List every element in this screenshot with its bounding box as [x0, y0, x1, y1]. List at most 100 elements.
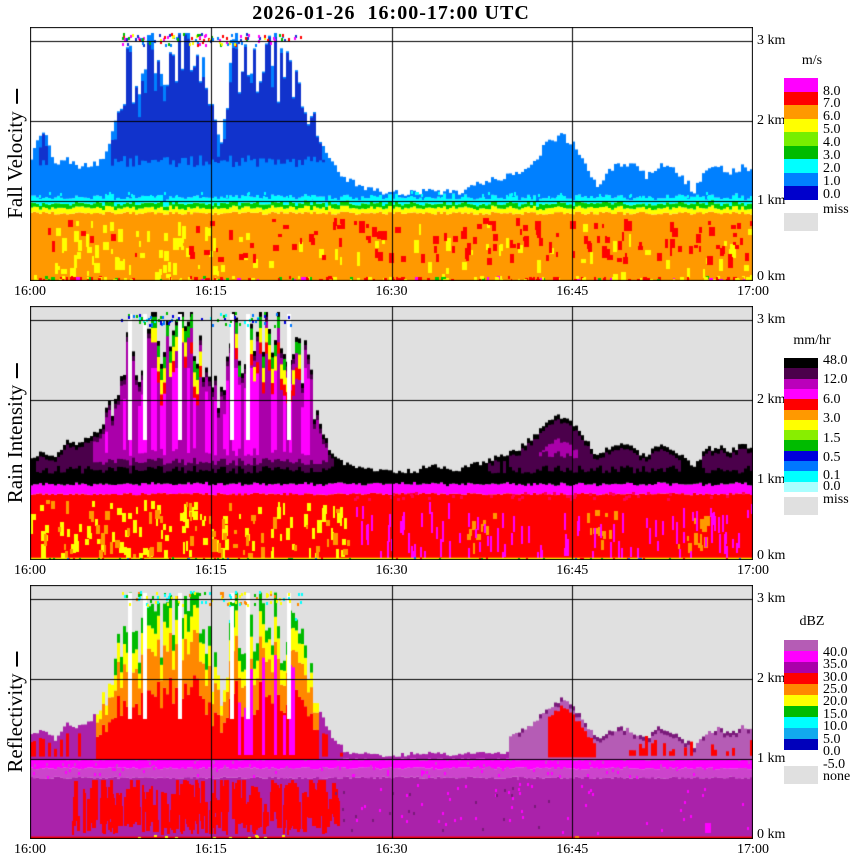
- x-tick-label: 16:45: [556, 284, 589, 299]
- legend-value-label: 0.0: [823, 479, 841, 494]
- legend-value-label: 6.0: [823, 109, 841, 125]
- x-tick-label: 16:15: [194, 563, 227, 578]
- legend-unit-label: dBZ: [799, 614, 825, 629]
- legend-value-label: 1.0: [823, 173, 841, 189]
- axis-label-bar: [16, 89, 19, 105]
- y-axis-label-fall-velocity: Fall Velocity: [3, 89, 28, 219]
- reflectivity-heatmap: [30, 585, 753, 839]
- km-tick-label: 1 km: [757, 472, 786, 487]
- legend-color-swatch: [784, 471, 818, 482]
- legend-color-swatch: [784, 450, 818, 462]
- legend-color-swatch: [784, 132, 818, 146]
- legend-color-swatch: [784, 461, 818, 472]
- km-tick-label: 3 km: [757, 591, 786, 606]
- x-tick-label: 16:00: [14, 284, 46, 299]
- legend-value-label: 5.0: [823, 122, 841, 138]
- y-axis-label-rain-intensity: Rain Intensity: [3, 362, 28, 504]
- legend-value-label: 40.0: [823, 644, 848, 660]
- km-tick-label: 1 km: [757, 751, 786, 766]
- legend-color-swatch: [784, 651, 818, 662]
- x-tick-label: 16:45: [556, 563, 589, 578]
- legend-color-swatch: [784, 440, 818, 451]
- x-tick-label: 16:15: [194, 842, 227, 857]
- legend-miss-label: miss: [823, 492, 849, 507]
- legend-value-label: 25.0: [823, 681, 848, 697]
- y-axis-label-text: Reflectivity: [3, 673, 27, 773]
- legend-value-label: 2.0: [823, 160, 841, 176]
- fall-velocity-heatmap: [30, 27, 753, 281]
- legend-color-swatch: [784, 739, 818, 750]
- x-tick-label: 17:00: [737, 284, 769, 299]
- legend-unit-label: m/s: [801, 53, 823, 68]
- km-tick-label: 1 km: [757, 193, 786, 208]
- legend-color-swatch: [784, 159, 818, 173]
- legend-color-swatch: [784, 378, 818, 389]
- x-tick-label: 16:30: [375, 563, 408, 578]
- x-tick-label: 17:00: [737, 842, 769, 857]
- legend-color-swatch: [784, 673, 818, 684]
- km-tick-label: 2 km: [757, 113, 786, 128]
- axis-label-bar: [16, 362, 19, 378]
- legend-value-label: 4.0: [823, 135, 841, 151]
- x-tick-label: 16:00: [14, 842, 46, 857]
- legend-color-swatch: [784, 419, 818, 431]
- legend-value-label: 8.0: [823, 83, 841, 99]
- legend-color-swatch: [784, 78, 818, 92]
- legend-value-label: 15.0: [823, 706, 848, 722]
- legend-color-swatch: [784, 118, 818, 132]
- km-tick-label: 2 km: [757, 671, 786, 686]
- legend-value-label: -5.0: [823, 756, 846, 772]
- x-tick-label: 16:00: [14, 563, 46, 578]
- legend-color-swatch: [784, 430, 818, 441]
- km-tick-label: 3 km: [757, 33, 786, 48]
- legend-miss-label: miss: [823, 202, 849, 217]
- x-tick-label: 16:30: [375, 842, 408, 857]
- legend-value-label: 6.0: [823, 391, 841, 407]
- legend-color-swatch: [784, 368, 818, 379]
- x-tick-label: 17:00: [737, 563, 769, 578]
- legend-value-label: 0.1: [823, 468, 841, 483]
- legend-value-label: 5.0: [823, 731, 841, 747]
- legend-value-label: 35.0: [823, 657, 848, 673]
- legend-color-swatch: [784, 145, 818, 159]
- legend-color-swatch: [784, 409, 818, 420]
- legend-color-swatch: [784, 91, 818, 105]
- legend-value-label: 10.0: [823, 719, 848, 735]
- legend-color-swatch: [784, 662, 818, 673]
- y-axis-label-text: Rain Intensity: [3, 384, 27, 504]
- legend-color-swatch: [784, 640, 818, 651]
- legend-color-swatch: [784, 728, 818, 739]
- legend-value-label: 12.0: [823, 372, 848, 388]
- km-tick-label: 0 km: [757, 548, 786, 563]
- legend-miss-swatch: [784, 497, 818, 515]
- legend-value-label: 7.0: [823, 96, 841, 112]
- y-axis-label-text: Fall Velocity: [3, 111, 27, 219]
- y-axis-label-reflectivity: Reflectivity: [3, 651, 28, 773]
- legend-color-swatch: [784, 684, 818, 695]
- legend-color-swatch: [784, 481, 818, 493]
- km-tick-label: 0 km: [757, 827, 786, 842]
- legend-value-label: 3.0: [823, 148, 841, 163]
- legend-miss-label: none: [823, 769, 850, 784]
- axis-label-bar: [16, 651, 19, 667]
- legend-value-label: 30.0: [823, 669, 848, 685]
- km-tick-label: 2 km: [757, 392, 786, 407]
- legend-miss-swatch: [784, 766, 818, 784]
- legend-color-swatch: [784, 105, 818, 119]
- legend-color-swatch: [784, 186, 818, 200]
- legend-color-swatch: [784, 388, 818, 400]
- legend-miss-swatch: [784, 213, 818, 231]
- legend-value-label: 20.0: [823, 694, 848, 710]
- legend-color-swatch: [784, 399, 818, 410]
- legend-color-swatch: [784, 358, 818, 369]
- legend-color-swatch: [784, 695, 818, 706]
- legend-unit-label: mm/hr: [793, 333, 831, 348]
- legend-color-swatch: [784, 172, 818, 186]
- x-tick-label: 16:30: [375, 284, 408, 299]
- rain-intensity-heatmap: [30, 306, 753, 560]
- km-tick-label: 3 km: [757, 312, 786, 327]
- km-tick-label: 0 km: [757, 269, 786, 284]
- legend-value-label: 0.0: [823, 186, 841, 202]
- legend-value-label: 3.0: [823, 411, 841, 427]
